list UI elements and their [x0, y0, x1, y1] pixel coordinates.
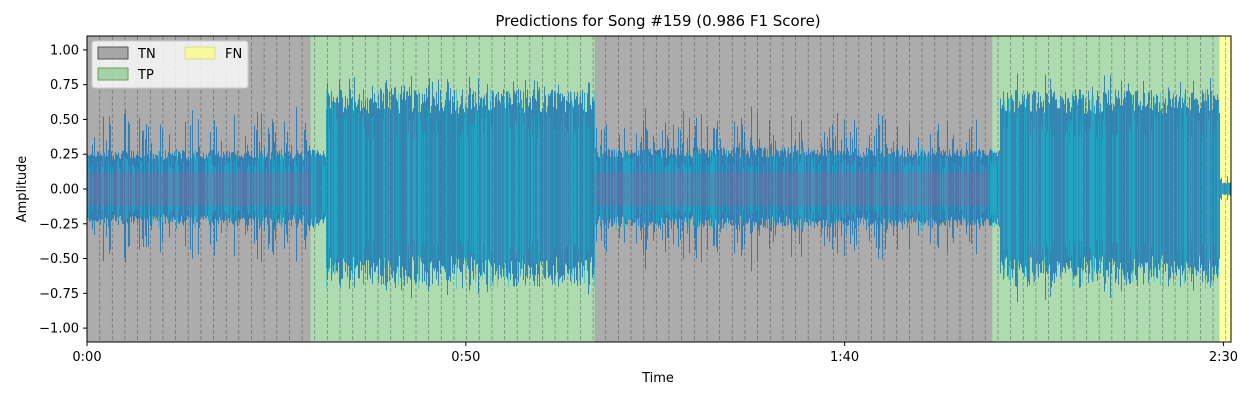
- legend-swatch-tp: [97, 67, 129, 81]
- x-tick-label: 0:50: [451, 350, 480, 365]
- waveform: [87, 73, 1231, 303]
- x-axis-label: Time: [641, 371, 674, 386]
- legend-swatch-fn: [184, 46, 216, 60]
- y-tick-label: −0.25: [39, 217, 79, 232]
- x-tick-label: 0:00: [72, 350, 101, 365]
- legend-swatch-tn: [97, 46, 129, 60]
- y-axis-label: Amplitude: [15, 156, 30, 223]
- y-axis: 1.00 0.75 0.50 0.25 0.00 −0.25 −0.50 −0.75 −1.00: [39, 43, 87, 337]
- y-tick-label: 0.75: [50, 78, 79, 93]
- legend-label-fn: FN: [225, 47, 242, 62]
- waveform-secondary: [88, 89, 1229, 289]
- waveform-body-overlay: [594, 172, 989, 206]
- y-tick-label: −0.75: [39, 287, 79, 302]
- x-axis: 0:00 0:50 1:40 2:30: [72, 342, 1238, 365]
- legend-label-tn: TN: [137, 47, 156, 62]
- y-tick-label: 1.00: [50, 43, 79, 58]
- x-tick-label: 1:40: [830, 350, 859, 365]
- legend-label-tp: TP: [137, 68, 154, 83]
- y-tick-label: 0.00: [50, 183, 79, 198]
- legend: TN TP FN: [91, 40, 249, 89]
- y-tick-label: 0.25: [50, 148, 79, 163]
- waveform-body-overlay: [87, 172, 311, 206]
- y-tick-label: −0.50: [39, 252, 79, 267]
- y-tick-label: 0.50: [50, 113, 79, 128]
- x-tick-label: 2:30: [1209, 350, 1238, 365]
- plot-area: [86, 35, 1232, 343]
- chart-title: Predictions for Song #159 (0.986 F1 Scor…: [495, 12, 820, 30]
- y-tick-label: −1.00: [39, 322, 79, 337]
